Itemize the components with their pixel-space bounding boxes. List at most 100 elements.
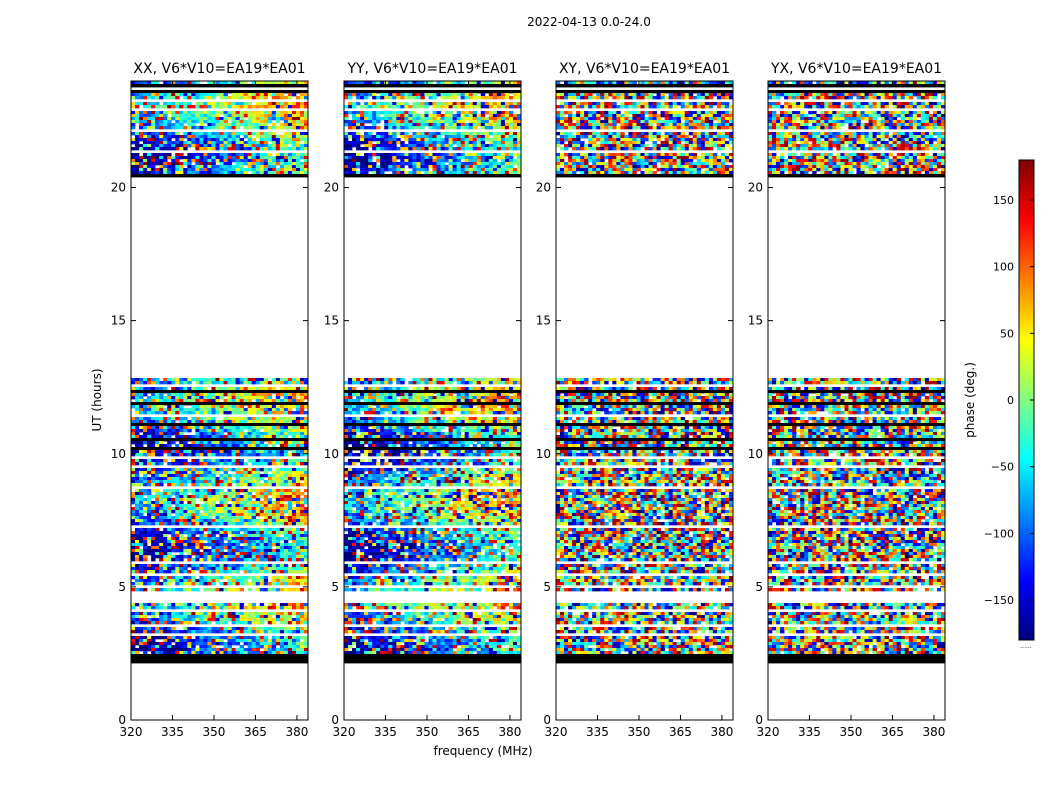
heatmap-cell	[199, 471, 204, 475]
x-tick-label: 335	[161, 725, 184, 739]
heatmap-cell	[492, 120, 498, 124]
heatmap-cell	[243, 105, 249, 109]
heatmap-cell	[255, 408, 261, 412]
heatmap-cell	[287, 123, 293, 127]
heatmap-cell	[239, 480, 244, 484]
heatmap-cell	[139, 399, 144, 403]
heatmap-cell	[452, 102, 457, 106]
heatmap-cell	[283, 96, 289, 100]
heatmap-cell	[219, 621, 224, 625]
heatmap-cell	[283, 114, 289, 118]
heatmap-cell	[139, 513, 144, 517]
heatmap-cell	[267, 114, 273, 118]
heatmap-cell	[303, 627, 309, 631]
heatmap-cell	[159, 519, 164, 523]
heatmap-cell	[167, 132, 172, 136]
heatmap-cell	[135, 411, 140, 415]
heatmap-cell	[139, 552, 144, 556]
heatmap-cell	[372, 105, 377, 109]
heatmap-cell	[147, 162, 152, 166]
heatmap-cell	[195, 543, 200, 547]
heatmap-cell	[271, 102, 277, 106]
heatmap-cell	[183, 480, 188, 484]
heatmap-cell	[299, 627, 305, 631]
heatmap-cell	[259, 105, 265, 109]
heatmap-cell	[227, 162, 232, 166]
heatmap-cell	[199, 507, 204, 511]
heatmap-cell	[211, 501, 216, 505]
heatmap-cell	[167, 618, 172, 622]
heatmap-cell	[135, 441, 140, 445]
heatmap-cell	[472, 93, 478, 97]
heatmap-cell	[231, 537, 236, 541]
heatmap-cell	[155, 588, 160, 592]
heatmap-cell	[191, 396, 196, 400]
heatmap-cell	[223, 543, 228, 547]
heatmap-cell	[299, 120, 305, 124]
heatmap-cell	[255, 540, 261, 544]
heatmap-cell	[251, 636, 257, 640]
heatmap-cell	[352, 126, 357, 130]
heatmap-cell	[299, 516, 305, 520]
heatmap-cell	[404, 96, 409, 100]
heatmap-cell	[263, 510, 269, 514]
heatmap-cell	[247, 642, 253, 646]
heatmap-cell	[131, 606, 136, 610]
heatmap-cell	[199, 546, 204, 550]
heatmap-cell	[452, 132, 457, 136]
heatmap-cell	[235, 528, 240, 532]
heatmap-cell	[159, 168, 164, 172]
heatmap-cell	[131, 477, 136, 481]
heatmap-cell	[468, 81, 474, 85]
heatmap-cell	[279, 642, 285, 646]
heatmap-cell	[135, 588, 140, 592]
heatmap-cell	[155, 96, 160, 100]
heatmap-cell	[388, 162, 393, 166]
heatmap-cell	[388, 114, 393, 118]
heatmap-cell	[436, 159, 441, 163]
heatmap-cell	[147, 138, 152, 142]
heatmap-cell	[175, 495, 180, 499]
heatmap-cell	[255, 450, 261, 454]
heatmap-cell	[388, 159, 393, 163]
heatmap-cell	[255, 564, 261, 568]
heatmap-row	[131, 570, 309, 574]
heatmap-row	[135, 489, 309, 493]
heatmap-cell	[456, 114, 462, 118]
heatmap-cell	[267, 546, 273, 550]
heatmap-cell	[484, 123, 490, 127]
heatmap-cell	[219, 534, 224, 538]
heatmap-cell	[428, 156, 433, 160]
heatmap-cell	[424, 132, 429, 136]
heatmap-cell	[195, 126, 200, 130]
heatmap-cell	[352, 117, 357, 121]
heatmap-cell	[151, 564, 156, 568]
heatmap-cell	[263, 534, 269, 538]
heatmap-cell	[131, 459, 136, 463]
heatmap-cell	[183, 408, 188, 412]
heatmap-cell	[376, 120, 381, 124]
heatmap-cell	[147, 132, 152, 136]
heatmap-cell	[275, 162, 281, 166]
heatmap-cell	[143, 156, 148, 160]
heatmap-cell	[476, 96, 482, 100]
heatmap-cell	[504, 138, 510, 142]
heatmap-cell	[175, 618, 180, 622]
heatmap-cell	[243, 399, 249, 403]
heatmap-cell	[243, 381, 249, 385]
heatmap-cell	[255, 111, 261, 115]
heatmap-cell	[179, 441, 184, 445]
heatmap-cell	[504, 144, 510, 148]
heatmap-cell	[424, 114, 429, 118]
heatmap-cell	[231, 606, 236, 610]
heatmap-cell	[251, 426, 257, 430]
heatmap-cell	[504, 156, 510, 160]
heatmap-cell	[199, 417, 204, 421]
heatmap-cell	[263, 582, 269, 586]
heatmap-cell	[291, 648, 297, 652]
heatmap-cell	[155, 462, 160, 466]
heatmap-cell	[139, 126, 144, 130]
heatmap-cell	[400, 81, 405, 85]
heatmap-cell	[131, 429, 136, 433]
heatmap-cell	[163, 378, 168, 382]
